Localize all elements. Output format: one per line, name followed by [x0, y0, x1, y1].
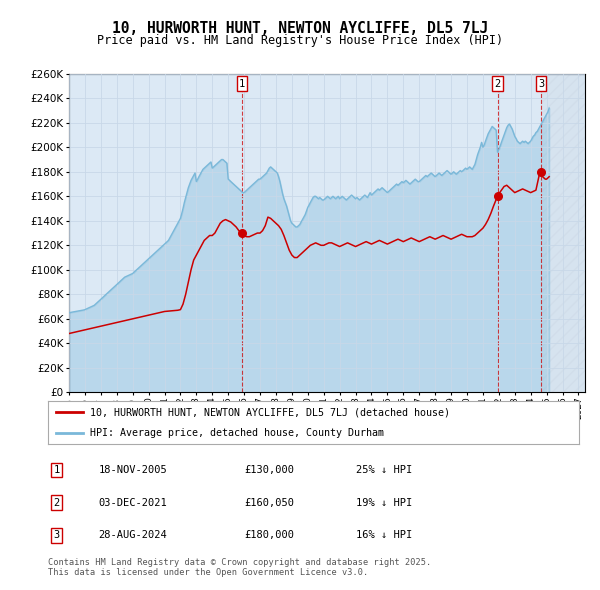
Text: £130,000: £130,000	[244, 465, 295, 475]
Text: 25% ↓ HPI: 25% ↓ HPI	[356, 465, 412, 475]
Text: 1: 1	[53, 465, 59, 475]
Text: 3: 3	[538, 78, 544, 88]
Text: 2: 2	[494, 78, 500, 88]
Text: 10, HURWORTH HUNT, NEWTON AYCLIFFE, DL5 7LJ: 10, HURWORTH HUNT, NEWTON AYCLIFFE, DL5 …	[112, 21, 488, 35]
Text: Price paid vs. HM Land Registry's House Price Index (HPI): Price paid vs. HM Land Registry's House …	[97, 34, 503, 47]
Text: 16% ↓ HPI: 16% ↓ HPI	[356, 530, 412, 540]
Text: 2: 2	[53, 497, 59, 507]
Text: 19% ↓ HPI: 19% ↓ HPI	[356, 497, 412, 507]
Text: £160,050: £160,050	[244, 497, 295, 507]
Text: 1: 1	[239, 78, 245, 88]
Text: Contains HM Land Registry data © Crown copyright and database right 2025.
This d: Contains HM Land Registry data © Crown c…	[48, 558, 431, 577]
Text: 3: 3	[53, 530, 59, 540]
Text: 28-AUG-2024: 28-AUG-2024	[98, 530, 167, 540]
Text: HPI: Average price, detached house, County Durham: HPI: Average price, detached house, Coun…	[91, 428, 385, 438]
Text: 10, HURWORTH HUNT, NEWTON AYCLIFFE, DL5 7LJ (detached house): 10, HURWORTH HUNT, NEWTON AYCLIFFE, DL5 …	[91, 407, 451, 417]
Text: 03-DEC-2021: 03-DEC-2021	[98, 497, 167, 507]
Text: 18-NOV-2005: 18-NOV-2005	[98, 465, 167, 475]
Text: £180,000: £180,000	[244, 530, 295, 540]
Bar	[541, 74, 585, 392]
